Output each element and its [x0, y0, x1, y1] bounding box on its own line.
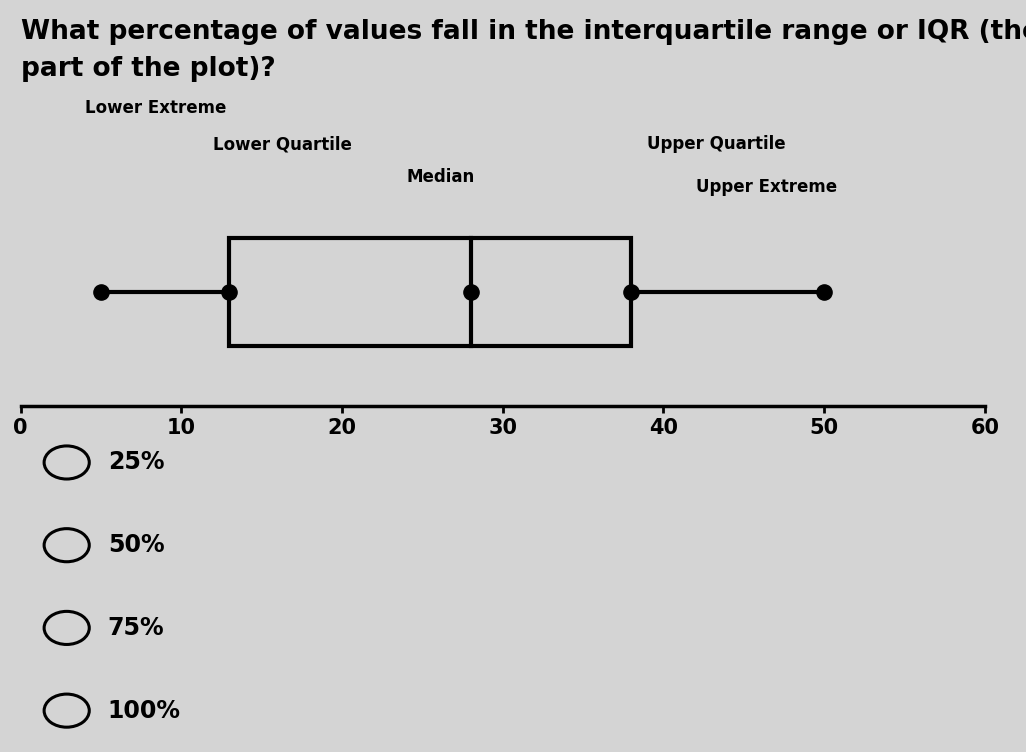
Point: [463, 286, 479, 298]
Bar: [230, 238, 631, 346]
Text: Upper Quartile: Upper Quartile: [647, 135, 786, 153]
Text: What percentage of values fall in the interquartile range or IQR (the box: What percentage of values fall in the in…: [21, 19, 1026, 45]
Text: 25%: 25%: [108, 450, 164, 475]
Text: 100%: 100%: [108, 699, 181, 723]
Point: [623, 286, 639, 298]
Text: Lower Extreme: Lower Extreme: [85, 99, 226, 117]
Text: part of the plot)?: part of the plot)?: [21, 56, 275, 83]
Text: Lower Quartile: Lower Quartile: [213, 135, 352, 153]
Text: 50%: 50%: [108, 533, 164, 557]
Text: 75%: 75%: [108, 616, 164, 640]
Point: [816, 286, 832, 298]
Text: Median: Median: [406, 168, 475, 186]
Text: Upper Extreme: Upper Extreme: [696, 177, 837, 196]
Point: [92, 286, 109, 298]
Point: [222, 286, 238, 298]
